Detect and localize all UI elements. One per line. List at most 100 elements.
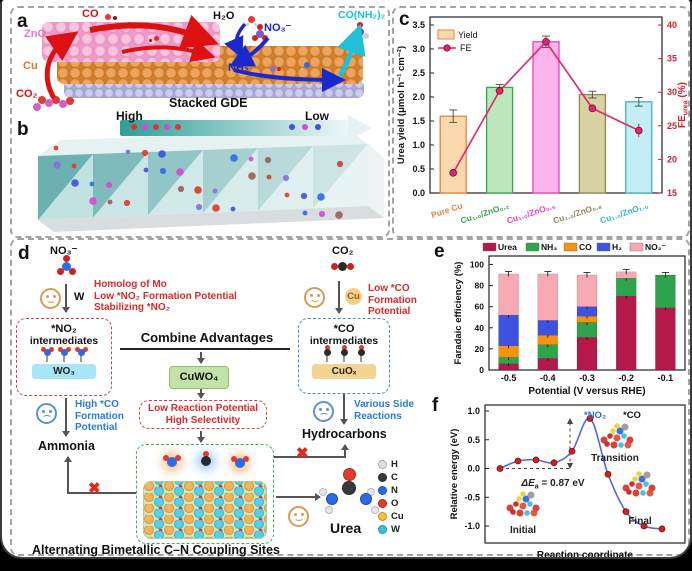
- svg-text:Reaction coordinate: Reaction coordinate: [537, 550, 634, 559]
- hydrocarbons-elbow-vert: [341, 444, 349, 457]
- svg-text:3.5: 3.5: [412, 20, 425, 30]
- svg-text:Cu₁.₀/ZnO₀.₂: Cu₁.₀/ZnO₀.₂: [459, 200, 510, 225]
- cu-arrow: [335, 281, 343, 314]
- svg-text:Cu₁.₀/ZnO₀.₈: Cu₁.₀/ZnO₀.₈: [552, 200, 603, 225]
- svg-text:*CO: *CO: [623, 410, 641, 421]
- happy-face-icon-2: [304, 287, 325, 308]
- svg-text:-0.5: -0.5: [501, 373, 517, 383]
- molecule-dot: [270, 66, 276, 72]
- sad-face-icon: [36, 403, 57, 424]
- svg-text:-0.3: -0.3: [579, 373, 595, 383]
- urea-molecule: [319, 468, 379, 518]
- svg-text:Cu₁.₀/ZnO₁.₀: Cu₁.₀/ZnO₁.₀: [599, 200, 650, 225]
- svg-text:CO: CO: [579, 242, 592, 252]
- side-reactions-text: Various Side Reactions: [354, 399, 415, 422]
- panel-f-label: f: [432, 395, 439, 416]
- svg-text:-1.0: -1.0: [464, 521, 480, 531]
- to-midbox-arrow: [197, 389, 205, 399]
- chart-energy-profile: -1.0 -0.5 0.0 0.5 1.0 Relative energy (eV) Rea…: [449, 404, 686, 559]
- stacked-gde-caption: Stacked GDE: [169, 96, 248, 110]
- atom-legend-item: N: [378, 484, 404, 497]
- high-co-text: High *CO Formation Potential: [75, 399, 124, 433]
- box-panels-ab: [10, 6, 390, 238]
- no2-molecules: [17, 349, 111, 363]
- coupling-sites-box: [136, 444, 274, 544]
- zno-label: ZnO: [24, 28, 46, 40]
- molecule-dot: [248, 16, 255, 23]
- hydrocarbons-elbow-horiz: [274, 456, 346, 458]
- ammonia-label: Ammonia: [38, 439, 95, 453]
- low-label: Low: [305, 109, 329, 123]
- cu-circle: Cu: [345, 288, 362, 305]
- svg-text:2.0: 2.0: [412, 92, 425, 102]
- combine-advantages-label: Combine Advantages: [140, 330, 274, 345]
- w-label: W: [74, 291, 85, 303]
- happy-face-icon-3: [288, 506, 309, 527]
- sad-face-icon-2: [313, 401, 334, 422]
- svg-text:40: 40: [667, 20, 677, 30]
- svg-text:0.0: 0.0: [412, 188, 425, 198]
- no2-adsorbate: [167, 457, 177, 467]
- atom-legend: H C N O Cu W: [378, 458, 404, 536]
- gde-bottom-layer: [64, 80, 364, 98]
- svg-text:Urea: Urea: [498, 242, 517, 252]
- svg-text:Final: Final: [628, 516, 652, 527]
- box-panel-c: [392, 6, 690, 238]
- ammonia-elbow-vert: [64, 456, 72, 494]
- svg-text:FEurea (%): FEurea (%): [677, 82, 690, 128]
- atom-legend-item: H: [378, 458, 404, 471]
- to-ammonia-arrow: [62, 398, 70, 437]
- svg-text:-0.1: -0.1: [658, 373, 674, 383]
- co2-molecule: [338, 262, 347, 271]
- svg-text:1.0: 1.0: [467, 406, 480, 416]
- no3-molecule: [62, 262, 71, 271]
- svg-text:0.5: 0.5: [467, 435, 480, 445]
- atom: [325, 506, 333, 514]
- svg-text:30: 30: [667, 87, 677, 97]
- svg-text:Initial: Initial: [510, 525, 536, 536]
- nh2-label: NH₂: [228, 62, 249, 74]
- to-urea-arrow: [276, 493, 321, 501]
- atom: [326, 493, 338, 505]
- co-label: CO: [82, 8, 99, 20]
- svg-text:Urea yield (μmol h⁻¹ cm⁻²): Urea yield (μmol h⁻¹ cm⁻²): [396, 46, 407, 164]
- svg-text:20: 20: [667, 154, 677, 164]
- hydrocarbons-label: Hydrocarbons: [302, 427, 387, 441]
- svg-text:80: 80: [475, 281, 485, 291]
- svg-text:0.5: 0.5: [412, 164, 425, 174]
- gde-zno-layer: [42, 22, 220, 62]
- panel-d-label: d: [18, 243, 30, 264]
- svg-text:Transition: Transition: [591, 453, 639, 464]
- panel-a-label: a: [17, 11, 28, 32]
- sites-caption: Alternating Bimetallic C–N Coupling Site…: [32, 543, 280, 557]
- svg-text:-0.4: -0.4: [540, 373, 556, 383]
- svg-text:NO₂⁻: NO₂⁻: [645, 242, 667, 252]
- cuox-substrate: CuOₓ: [312, 364, 376, 379]
- svg-text:2.5: 2.5: [412, 68, 425, 78]
- svg-text:100: 100: [470, 259, 484, 269]
- atom-legend-item: C: [378, 471, 404, 484]
- molecule-dot: [105, 14, 111, 20]
- molecule-dot: [236, 54, 242, 60]
- molecule-dot: [38, 96, 46, 104]
- to-hydrocarbons-arrow: [340, 394, 348, 425]
- svg-text:*NO₂: *NO₂: [584, 410, 606, 421]
- gradient-slab-graphic: [38, 115, 384, 232]
- chart-faradaic-efficiency: 0 20 40 60 80 100 Faradaic efficiency (%) -0.5 -…: [453, 242, 686, 397]
- molecule-dot: [304, 62, 310, 68]
- figure-page: a ZnO Cu CO CO₂ H₂O NO₃⁻ NH₂ CO(NH₂)₂ St…: [0, 0, 692, 559]
- high-label: High: [116, 109, 143, 123]
- svg-text:35: 35: [667, 54, 677, 64]
- molecule-dot: [356, 28, 364, 36]
- svg-text:0: 0: [479, 365, 484, 375]
- svg-text:0.0: 0.0: [467, 464, 480, 474]
- atom: [360, 493, 372, 505]
- happy-face-icon: [40, 288, 61, 309]
- w-arrow: [62, 284, 70, 313]
- svg-text:ΔEa = 0.87 eV: ΔEa = 0.87 eV: [520, 478, 584, 491]
- svg-text:Faradaic efficiency (%): Faradaic efficiency (%): [453, 262, 464, 365]
- atom: [343, 468, 356, 481]
- svg-text:FE: FE: [460, 43, 472, 53]
- no3-label: NO₃⁻: [264, 22, 292, 34]
- wo3-substrate: WO₃: [32, 364, 96, 379]
